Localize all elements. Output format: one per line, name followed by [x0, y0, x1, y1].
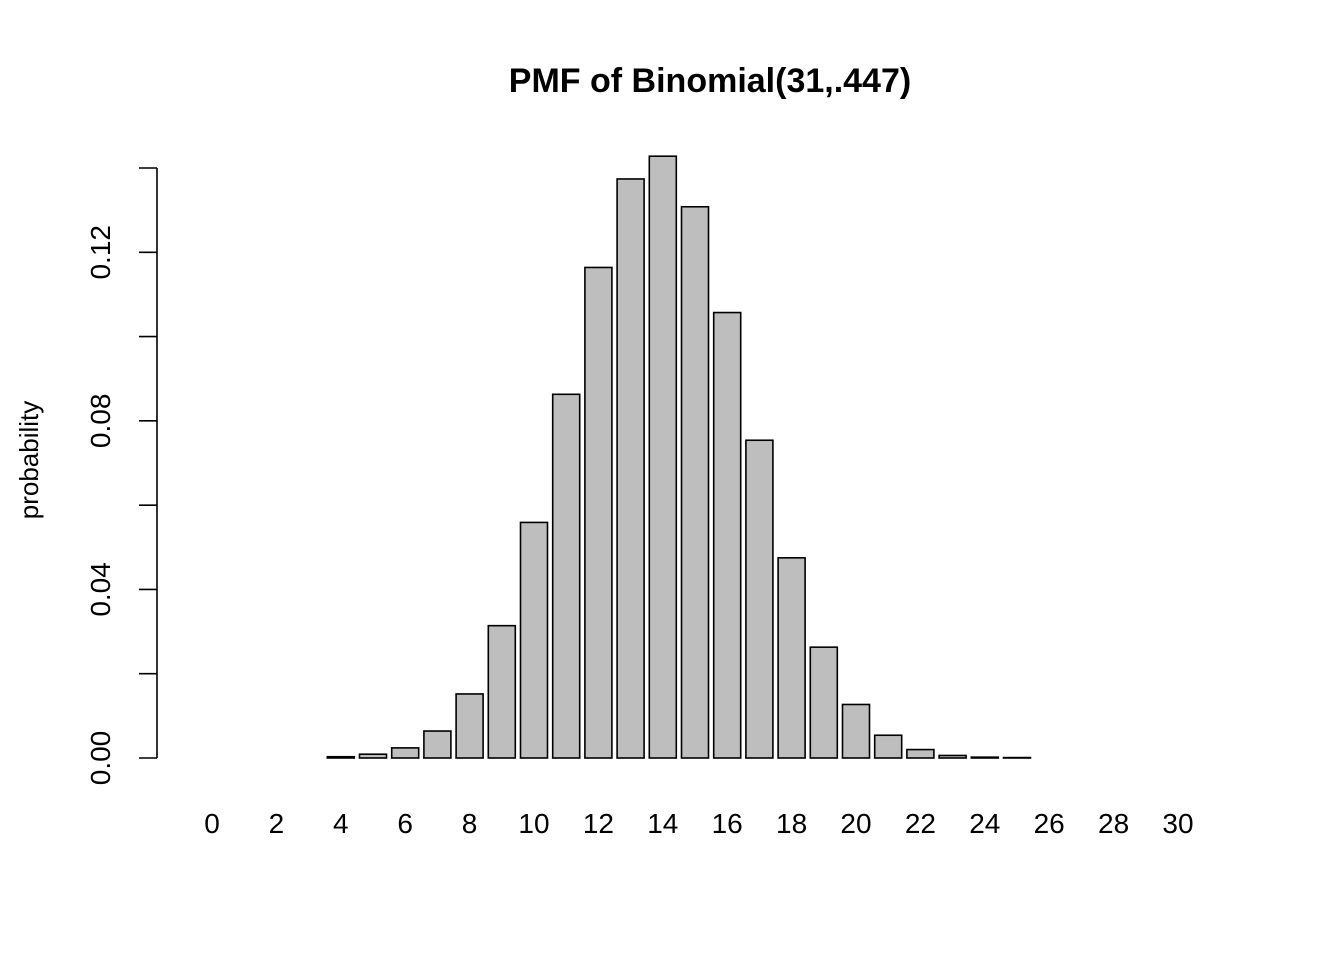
bar-8	[455, 693, 484, 759]
y-tick-label: 0.00	[85, 731, 116, 786]
bar-15	[680, 205, 710, 759]
bar-6	[390, 747, 420, 759]
chart-title: PMF of Binomial(31,.447)	[509, 62, 911, 100]
y-tick-label: 0.08	[85, 394, 116, 449]
x-tick-label: 24	[969, 808, 1000, 839]
x-tick-label: 28	[1098, 808, 1129, 839]
x-tick-label: 10	[518, 808, 549, 839]
y-tick-label: 0.12	[85, 225, 116, 279]
y-axis-label: probability	[14, 401, 44, 520]
bar-9	[487, 624, 517, 759]
x-tick-label: 0	[204, 808, 220, 839]
bar-18	[777, 557, 806, 759]
bars	[326, 155, 1032, 759]
x-tick-label: 30	[1162, 808, 1193, 839]
bar-4	[326, 755, 356, 759]
x-tick-label: 20	[840, 808, 871, 839]
x-tick-label: 22	[905, 808, 936, 839]
bar-21	[873, 734, 903, 759]
x-tick-label: 26	[1034, 808, 1065, 839]
x-tick-label: 12	[583, 808, 614, 839]
bar-22	[906, 748, 935, 759]
x-tick-label: 6	[397, 808, 413, 839]
x-tick-label: 14	[647, 808, 678, 839]
x-tick-labels: 0 2 4 6 8 10 12 14 16 18 20 22 24 26 28 30	[204, 808, 1193, 839]
bar-10	[519, 521, 549, 759]
bar-17	[745, 439, 774, 759]
x-tick-label: 18	[776, 808, 807, 839]
bar-11	[551, 393, 581, 759]
bar-24	[970, 756, 1000, 759]
bar-13	[616, 178, 645, 759]
bar-5	[358, 753, 388, 759]
y-tick-label: 0.04	[85, 562, 116, 617]
bar-19	[809, 646, 839, 759]
bar-23	[938, 754, 967, 759]
bar-16	[712, 311, 742, 759]
bar-7	[423, 730, 452, 759]
y-axis: 0.00 0.04 0.08 0.12	[85, 167, 158, 786]
x-tick-label: 8	[462, 808, 478, 839]
x-tick-label: 2	[269, 808, 285, 839]
bar-12	[584, 266, 613, 759]
x-tick-label: 16	[712, 808, 743, 839]
x-tick-label: 4	[333, 808, 349, 839]
bar-20	[841, 703, 871, 759]
bar-14	[648, 155, 678, 759]
